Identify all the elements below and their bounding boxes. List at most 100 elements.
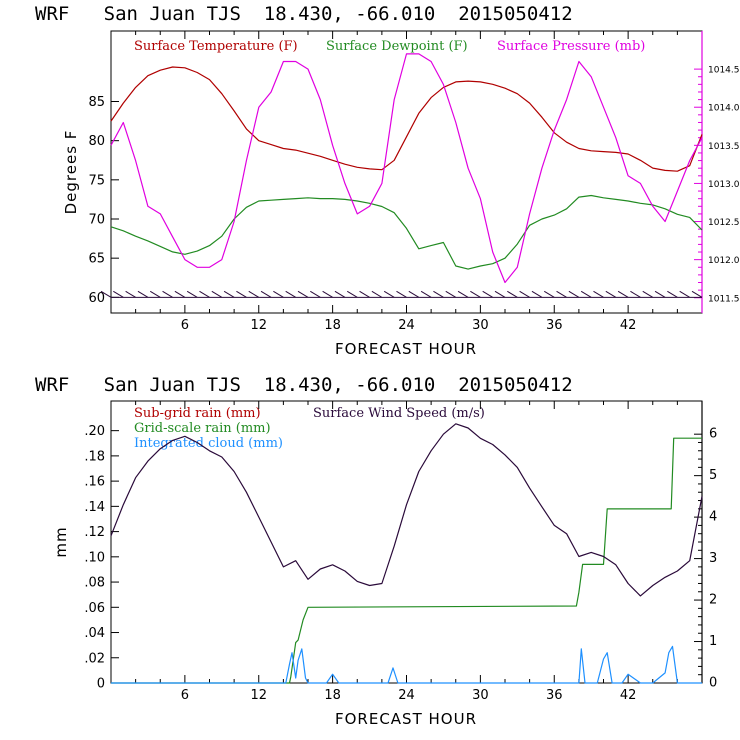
wind-barb <box>617 290 629 298</box>
surface-dewpoint-line <box>110 194 703 270</box>
y-tick-label: .08 <box>84 576 105 591</box>
y2-tick-label: 2 <box>709 593 717 608</box>
wind-barb <box>260 290 272 298</box>
wind-barb <box>519 290 530 298</box>
y2-tick-label: 1014.0 <box>708 104 740 114</box>
x-tick-label: 12 <box>250 318 267 333</box>
pressure-axis-ticks: 1011.5 1012.0 1012.5 1013.0 1013.5 1014.0 1014… <box>694 31 740 313</box>
y2-tick-label: 1011.5 <box>708 294 740 304</box>
rain-y-ticks: 0 .02 .04 .06 .08 .10 .12 .14 .16 .18 .20 <box>84 424 119 692</box>
wind-barb <box>433 290 444 298</box>
temperature-y-axis-label: Degrees F <box>62 130 80 215</box>
wind-barb <box>691 290 703 298</box>
legend-surface-pressure: Surface Pressure (mb) <box>497 39 645 54</box>
surface-wind-speed-line <box>110 423 703 597</box>
rain-chart-title: WRF San Juan TJS 18.430, -66.010 2015050… <box>35 374 573 396</box>
wind-barb <box>223 290 235 298</box>
y-tick-label: .18 <box>84 449 105 464</box>
wind-barb <box>543 290 555 298</box>
wind-barb <box>113 290 124 298</box>
wind-barb <box>199 290 210 298</box>
legend-subgrid-rain: Sub-grid rain (mm) <box>134 406 261 421</box>
wind-axis-ticks: 0 1 2 3 4 5 6 <box>694 401 717 691</box>
x-tick-label: 6 <box>181 318 189 333</box>
wind-barb <box>100 290 112 298</box>
x-tick-label: 24 <box>398 318 415 333</box>
wind-barb <box>297 290 309 298</box>
y-tick-label: 85 <box>88 95 105 110</box>
y2-tick-label: 5 <box>709 468 717 483</box>
y-tick-label: 0 <box>97 677 105 692</box>
wind-barb <box>125 290 136 298</box>
wind-barb <box>556 290 567 298</box>
legend-gridscale-rain: Grid-scale rain (mm) <box>134 421 271 436</box>
y-tick-label: 60 <box>88 291 105 306</box>
wind-barb <box>371 290 383 298</box>
wind-barb <box>310 290 321 298</box>
x-tick-label: 42 <box>620 688 637 703</box>
y-tick-label: 75 <box>88 173 105 188</box>
temperature-x-axis-label: FORECAST HOUR <box>335 340 477 358</box>
wind-barb <box>248 290 260 298</box>
y-tick-label: 65 <box>88 252 105 267</box>
wind-barb <box>531 290 543 298</box>
wind-barb <box>568 290 580 298</box>
surface-pressure-line <box>110 53 703 284</box>
y2-tick-label: 3 <box>709 551 717 566</box>
legend-surface-wind-speed: Surface Wind Speed (m/s) <box>313 406 485 421</box>
y2-tick-label: 0 <box>709 676 717 691</box>
rain-x-axis-label: FORECAST HOUR <box>335 710 477 728</box>
wind-barb <box>580 290 592 298</box>
y-tick-label: .10 <box>84 550 105 565</box>
temperature-panel: WRF San Juan TJS 18.430, -66.010 2015050… <box>35 3 740 358</box>
x-tick-label: 30 <box>472 688 489 703</box>
wind-barb <box>211 290 223 298</box>
wind-barb <box>236 290 247 298</box>
y-tick-label: 80 <box>88 134 105 149</box>
surface-temperature-line <box>110 66 703 172</box>
y2-tick-label: 4 <box>709 510 717 525</box>
wind-barb <box>334 290 346 298</box>
wind-barb <box>470 290 481 298</box>
wind-barb <box>186 290 198 298</box>
y2-tick-label: 1013.0 <box>708 180 740 190</box>
y2-tick-label: 1014.5 <box>708 66 740 76</box>
wind-barb <box>420 290 432 298</box>
y-tick-label: .04 <box>84 626 105 641</box>
y-tick-label: 70 <box>88 213 105 228</box>
wind-barb <box>137 290 149 298</box>
y-tick-label: .02 <box>84 651 105 666</box>
wind-barb <box>322 290 333 298</box>
temperature-series <box>110 53 703 284</box>
wind-barb <box>642 290 654 298</box>
integrated-cloud-line <box>111 645 702 684</box>
wind-barb <box>630 290 641 298</box>
wind-barb <box>679 290 690 298</box>
y-tick-label: .12 <box>84 525 105 540</box>
wind-barb <box>593 290 604 298</box>
x-tick-label: 24 <box>398 688 415 703</box>
wind-barb <box>346 290 358 298</box>
y-tick-label: .14 <box>84 500 105 515</box>
x-tick-label: 18 <box>324 688 341 703</box>
wind-barb <box>445 290 457 298</box>
wind-barb <box>174 290 186 298</box>
temperature-x-ticks: 6 12 18 24 30 36 42 <box>135 31 678 333</box>
wind-barb <box>667 290 678 298</box>
rain-y-axis-label: mm <box>52 526 70 557</box>
y2-tick-label: 1 <box>709 634 717 649</box>
x-tick-label: 36 <box>546 318 563 333</box>
rain-panel: WRF San Juan TJS 18.430, -66.010 2015050… <box>35 374 717 728</box>
y-tick-label: .16 <box>84 475 105 490</box>
wind-barb <box>149 290 161 298</box>
y2-tick-label: 6 <box>709 427 717 442</box>
x-tick-label: 12 <box>250 688 267 703</box>
wind-barb <box>396 290 407 298</box>
x-tick-label: 18 <box>324 318 341 333</box>
wind-barbs <box>100 290 703 298</box>
wind-barb <box>507 290 518 298</box>
x-tick-label: 6 <box>181 688 189 703</box>
wind-barb <box>359 290 370 298</box>
x-tick-label: 42 <box>620 318 637 333</box>
